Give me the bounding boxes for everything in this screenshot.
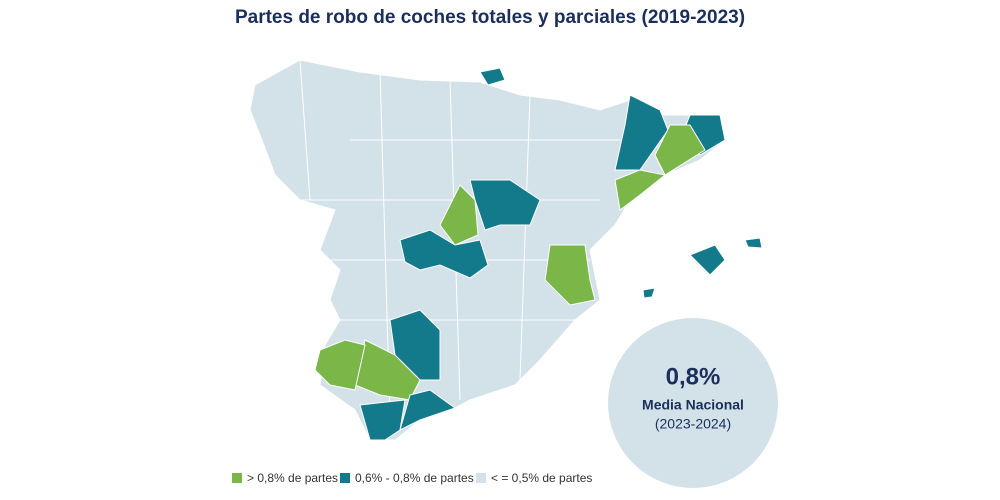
- province-border: [519, 94, 531, 381]
- legend-label: > 0,8% de partes: [247, 471, 338, 485]
- province: [439, 184, 479, 246]
- callout-label: Media Nacional: [642, 397, 744, 413]
- province-border: [299, 59, 311, 201]
- callout-value: 0,8%: [666, 363, 721, 390]
- map: [249, 59, 763, 441]
- title: Partes de robo de coches totales y parci…: [235, 7, 745, 28]
- legend-swatch: [232, 473, 242, 483]
- legend-swatch: [340, 473, 350, 483]
- province: [744, 237, 763, 249]
- legend-swatch: [476, 473, 486, 483]
- province: [614, 169, 667, 211]
- province: [359, 399, 406, 441]
- province: [642, 287, 656, 299]
- province: [479, 67, 506, 86]
- province: [399, 229, 489, 279]
- province: [654, 124, 706, 176]
- province: [689, 244, 726, 276]
- callout-circle: [608, 318, 778, 488]
- legend-label: < = 0,5% de partes: [491, 471, 592, 485]
- province: [314, 339, 366, 391]
- callout-period: (2023-2024): [655, 416, 731, 432]
- legend-label: 0,6% - 0,8% de partes: [355, 471, 474, 485]
- province: [544, 244, 596, 306]
- province: [399, 389, 457, 431]
- province: [469, 179, 541, 231]
- legend: > 0,8% de partes 0,6% - 0,8% de partes < =…: [232, 471, 592, 485]
